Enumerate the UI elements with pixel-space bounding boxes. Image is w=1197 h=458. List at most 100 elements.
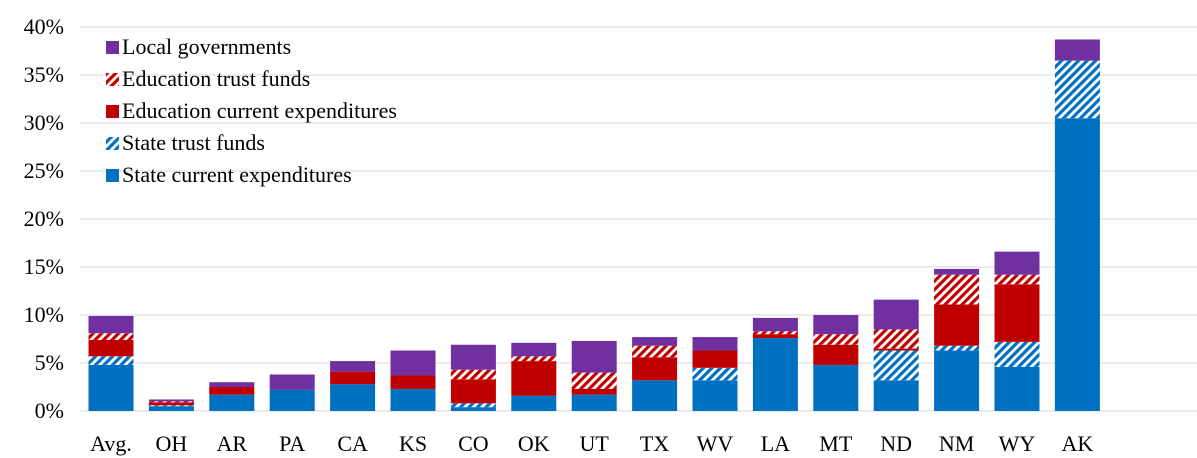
bar-segment-state-current-expenditures-nd <box>873 380 919 411</box>
bar-segment-local-governments-la <box>752 317 798 332</box>
y-tick-label: 15% <box>24 254 64 279</box>
bar-segment-state-trust-funds-wy <box>994 341 1040 367</box>
x-tick-label: Avg. <box>90 431 132 456</box>
bar-segment-state-current-expenditures-nm <box>934 350 980 411</box>
bar-segment-education-trust-funds-avg <box>88 333 134 340</box>
bar-segment-state-current-expenditures-ar <box>209 394 255 411</box>
bar-segment-education-current-expenditures-ca <box>330 371 376 385</box>
bar-segment-education-trust-funds-la <box>752 331 798 335</box>
bar-segment-local-governments-ks <box>390 350 436 376</box>
bar-segment-education-current-expenditures-nm <box>934 304 980 346</box>
bar-segment-education-current-expenditures-ks <box>390 375 436 389</box>
legend-label-education-trust-funds: Education trust funds <box>122 66 310 91</box>
bar-segment-local-governments-wv <box>692 337 738 351</box>
bar-segment-local-governments-pa <box>269 374 315 390</box>
bar-segment-local-governments-ar <box>209 382 255 387</box>
bar-segment-education-trust-funds-ut <box>571 372 617 389</box>
bar-segment-education-current-expenditures-oh <box>148 402 194 406</box>
bar-segment-education-trust-funds-nm <box>934 274 980 305</box>
bar-segment-education-current-expenditures-ut <box>571 388 617 395</box>
bar-segment-education-current-expenditures-la <box>752 334 798 339</box>
x-tick-label: UT <box>580 431 610 456</box>
bar-segment-local-governments-ut <box>571 340 617 373</box>
bar-segment-state-trust-funds-wv <box>692 367 738 381</box>
legend-swatch-state-trust-funds <box>106 137 119 150</box>
bar-segment-state-trust-funds-co <box>450 403 496 408</box>
bar-segment-state-trust-funds-oh <box>148 405 194 407</box>
y-axis-tick-labels: 0% 5% 10% 15% 20% 25% 30% 35% 40% <box>24 14 64 423</box>
bar-segment-education-trust-funds-oh <box>148 401 194 403</box>
bar-segment-state-current-expenditures-ut <box>571 394 617 411</box>
bar-segment-state-current-expenditures-ok <box>511 395 557 411</box>
y-tick-label: 20% <box>24 206 64 231</box>
x-tick-label: AR <box>217 431 248 456</box>
x-tick-label: OK <box>518 431 550 456</box>
legend: Local governments Education trust funds Ed… <box>106 34 397 187</box>
bar-segment-state-trust-funds-nd <box>873 350 919 381</box>
bar-segment-education-trust-funds-mt <box>813 334 859 345</box>
bar-segment-local-governments-tx <box>632 337 678 346</box>
gridlines <box>80 26 1197 412</box>
bar-segment-state-current-expenditures-tx <box>632 380 678 411</box>
x-tick-label: PA <box>279 431 305 456</box>
x-tick-label: CO <box>458 431 489 456</box>
bar-segment-education-trust-funds-co <box>450 369 496 380</box>
bar-segment-local-governments-co <box>450 344 496 370</box>
y-tick-label: 10% <box>24 302 64 327</box>
legend-label-state-trust-funds: State trust funds <box>122 130 265 155</box>
legend-swatch-state-current-expenditures <box>106 169 119 182</box>
y-tick-label: 0% <box>35 398 64 423</box>
x-tick-label: KS <box>399 431 427 456</box>
bar-segment-state-current-expenditures-ca <box>330 384 376 411</box>
x-tick-label: AK <box>1062 431 1094 456</box>
x-tick-label: NM <box>939 431 974 456</box>
bar-segment-local-governments-nd <box>873 299 919 330</box>
bar-segment-education-current-expenditures-mt <box>813 344 859 365</box>
legend-label-education-current-expenditures: Education current expenditures <box>122 98 397 123</box>
bar-segment-education-current-expenditures-co <box>450 379 496 404</box>
x-axis-tick-labels: Avg. OH AR PA CA KS CO OK UT TX WV LA MT ND NM WY AK <box>90 431 1093 456</box>
bar-segment-local-governments-ak <box>1054 39 1100 61</box>
bar-segment-local-governments-ca <box>330 361 376 372</box>
bar-segment-education-trust-funds-nd <box>873 329 919 349</box>
legend-swatch-education-current-expenditures <box>106 105 119 118</box>
bar-segment-education-current-expenditures-tx <box>632 357 678 381</box>
bars <box>88 39 1100 411</box>
bar-segment-state-current-expenditures-mt <box>813 364 859 411</box>
legend-swatch-education-trust-funds <box>106 73 119 86</box>
bar-segment-local-governments-ok <box>511 342 557 357</box>
x-tick-label: WY <box>999 431 1036 456</box>
x-tick-label: TX <box>640 431 669 456</box>
x-tick-label: ND <box>880 431 912 456</box>
x-tick-label: LA <box>761 431 790 456</box>
bar-segment-education-current-expenditures-wv <box>692 350 738 368</box>
bar-segment-local-governments-nm <box>934 268 980 275</box>
bar-segment-local-governments-mt <box>813 315 859 335</box>
bar-segment-education-current-expenditures-avg <box>88 339 134 357</box>
x-tick-label: WV <box>697 431 734 456</box>
bar-segment-education-current-expenditures-nd <box>873 348 919 351</box>
bar-segment-local-governments-avg <box>88 315 134 334</box>
y-tick-label: 30% <box>24 110 64 135</box>
legend-label-state-current-expenditures: State current expenditures <box>122 162 352 187</box>
bar-segment-state-current-expenditures-avg <box>88 364 134 411</box>
legend-swatch-local-governments <box>106 41 119 54</box>
bar-segment-state-current-expenditures-ks <box>390 388 436 411</box>
bar-segment-state-current-expenditures-ak <box>1054 118 1100 411</box>
bar-segment-state-current-expenditures-la <box>752 338 798 411</box>
y-tick-label: 35% <box>24 62 64 87</box>
bar-segment-education-current-expenditures-ar <box>209 387 255 395</box>
bar-segment-state-current-expenditures-co <box>450 407 496 411</box>
bar-segment-local-governments-oh <box>148 399 194 402</box>
bar-segment-education-current-expenditures-wy <box>994 284 1040 342</box>
bar-segment-education-current-expenditures-ok <box>511 361 557 396</box>
bar-segment-state-current-expenditures-wv <box>692 380 738 411</box>
legend-label-local-governments: Local governments <box>122 34 291 59</box>
x-tick-label: OH <box>156 431 188 456</box>
bar-segment-education-trust-funds-ok <box>511 356 557 362</box>
y-tick-label: 5% <box>35 350 64 375</box>
bar-segment-local-governments-wy <box>994 251 1040 275</box>
bar-segment-state-trust-funds-nm <box>934 345 980 351</box>
x-tick-label: MT <box>819 431 853 456</box>
